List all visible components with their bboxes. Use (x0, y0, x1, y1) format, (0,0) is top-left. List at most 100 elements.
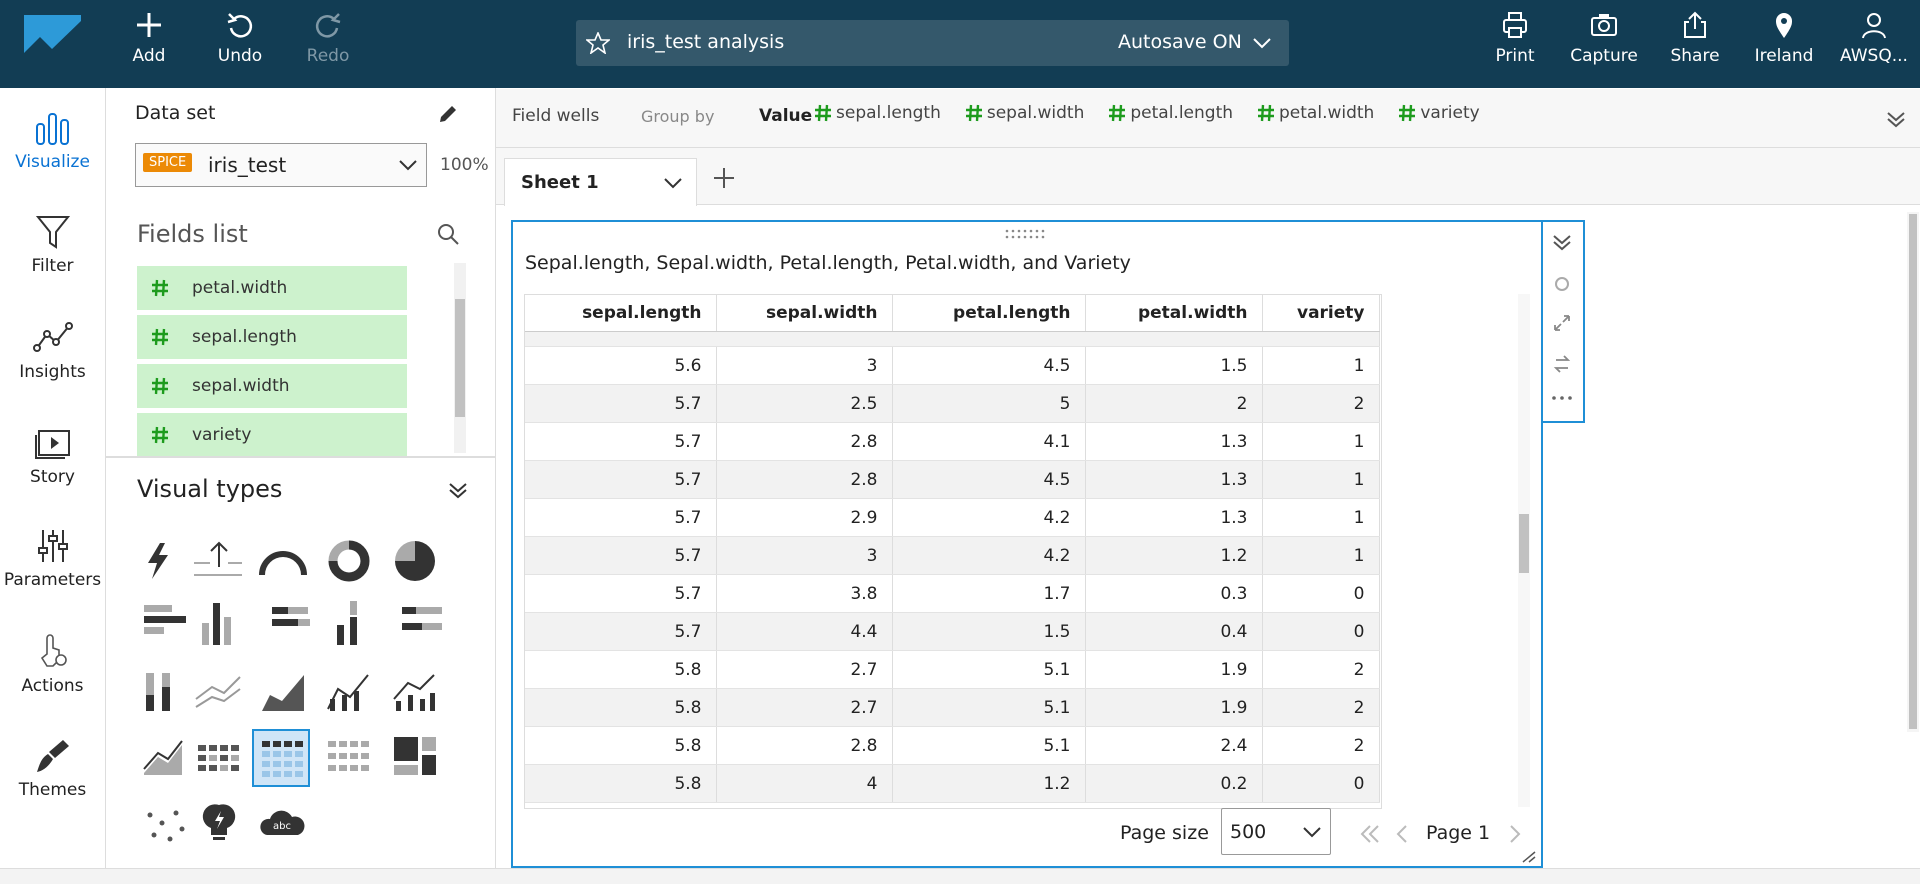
group-by-label[interactable]: Group by (641, 107, 715, 126)
undo-button[interactable]: Undo (195, 10, 285, 66)
column-header[interactable]: variety (1262, 295, 1380, 332)
table-row: 5.8 2.7 5.1 1.9 2 (525, 650, 1380, 689)
visual-title: Sepal.length, Sepal.width, Petal.length,… (525, 252, 1131, 274)
fields-list: petal.width sepal.length sepal.width variet… (106, 266, 495, 458)
share-button[interactable]: Share (1650, 10, 1740, 66)
nav-visualize[interactable]: Visualize (0, 110, 105, 172)
sheet-tab[interactable]: Sheet 1 (504, 158, 697, 206)
number-icon (152, 328, 168, 346)
well-item[interactable]: sepal.width (965, 103, 1084, 123)
page-indicator: Page 1 (1426, 822, 1491, 844)
field-item[interactable]: sepal.length (137, 315, 407, 360)
well-item[interactable]: petal.length (1108, 103, 1233, 123)
page-scrollbar[interactable] (1907, 212, 1919, 732)
scroll-thumb[interactable] (1909, 214, 1917, 729)
region-button[interactable]: Ireland (1739, 10, 1829, 66)
cell: 5.7 (525, 422, 717, 461)
nav-themes[interactable]: Themes (0, 738, 105, 800)
cell: 2.7 (716, 650, 893, 689)
chevron (1253, 38, 1271, 49)
field-item[interactable]: variety (137, 413, 407, 458)
visual-type-grid[interactable]: abc (132, 523, 472, 863)
table-row: 5.7 3 4.2 1.2 1 (525, 536, 1380, 575)
page-size-select[interactable]: 500 (1221, 808, 1331, 855)
scroll-thumb[interactable] (1519, 514, 1529, 573)
visual-menu (1543, 220, 1585, 423)
cell: 3 (716, 536, 893, 575)
scrollbar[interactable] (454, 263, 466, 453)
table-row: 5.7 3.8 1.7 0.3 0 (525, 574, 1380, 613)
nav-filter[interactable]: Filter (0, 214, 105, 276)
cell: 5.8 (525, 688, 717, 727)
analysis-name[interactable]: iris_test analysis (627, 31, 785, 53)
nav-actions[interactable]: Actions (0, 634, 105, 696)
edit-dataset[interactable] (436, 102, 460, 126)
cell: 4.5 (892, 460, 1086, 499)
field-name: sepal.length (192, 327, 297, 347)
column-header[interactable]: sepal.length (525, 295, 717, 332)
nav-parameters[interactable]: Parameters (0, 528, 105, 590)
dataset-label: Data set (135, 102, 216, 124)
dataset-select[interactable]: SPICE iris_test (135, 143, 427, 187)
analysis-name-box[interactable]: iris_test analysis Autosave ON (576, 20, 1289, 66)
nav-insights[interactable]: Insights (0, 320, 105, 382)
redo-button[interactable]: Redo (283, 10, 373, 66)
prev-buttons[interactable] (1358, 822, 1418, 846)
column-header[interactable]: sepal.width (716, 295, 893, 332)
nav-story[interactable]: Story (0, 425, 105, 487)
cell: 0.4 (1085, 612, 1263, 651)
table-scrollbar[interactable] (1518, 294, 1530, 807)
column-header[interactable]: petal.width (1085, 295, 1263, 332)
next-button[interactable] (1505, 822, 1525, 846)
cell: 1 (1262, 346, 1380, 385)
cell: 2 (1262, 726, 1380, 765)
scroll-thumb[interactable] (455, 299, 465, 417)
header-row: sepal.length sepal.width petal.length petal… (525, 295, 1380, 332)
svg-text:abc: abc (273, 821, 291, 832)
table-visual[interactable]: Sepal.length, Sepal.width, Petal.length,… (511, 220, 1543, 868)
capture-button[interactable]: Capture (1559, 10, 1649, 66)
well-field: petal.length (1130, 103, 1234, 123)
cell: 1.2 (1085, 536, 1263, 575)
well-item[interactable]: sepal.length (814, 103, 941, 123)
label: Print (1495, 46, 1535, 66)
autosave-toggle[interactable]: Autosave ON (1118, 31, 1242, 53)
field-item[interactable]: petal.width (137, 266, 407, 311)
cell: 1 (1262, 498, 1380, 537)
cell: 5.7 (525, 574, 717, 613)
user-button[interactable]: AWSQ... (1829, 10, 1919, 66)
print-button[interactable]: Print (1470, 10, 1560, 66)
number-icon (1399, 104, 1416, 122)
resize-handle[interactable] (1521, 850, 1537, 864)
star-icon[interactable] (586, 32, 610, 54)
table-row: 5.7 2.9 4.2 1.3 1 (525, 498, 1380, 537)
cell: 5.1 (892, 688, 1086, 727)
cell: 4.2 (892, 498, 1086, 537)
well-item[interactable]: variety (1398, 103, 1480, 123)
label: Undo (217, 46, 263, 66)
field-item[interactable]: sepal.width (137, 364, 407, 409)
collapse[interactable] (446, 478, 470, 502)
search-fields[interactable] (436, 222, 460, 246)
cell: 4.4 (716, 612, 893, 651)
number-icon (152, 279, 168, 297)
table-row: 5.7 2.5 5 2 2 (525, 384, 1380, 423)
table-row: 5.8 2.8 5.1 2.4 2 (525, 726, 1380, 765)
logo[interactable] (24, 15, 81, 69)
label: Themes (18, 780, 87, 800)
add-button[interactable]: Add (104, 10, 194, 66)
dataset-name: iris_test (208, 153, 287, 177)
expand-wells[interactable] (1884, 107, 1908, 131)
cell: 5.6 (525, 346, 717, 385)
column-header[interactable]: petal.length (892, 295, 1086, 332)
field-wells[interactable]: Field wells Group by Value sepal.length s… (496, 89, 1920, 148)
cell: 5.8 (525, 650, 717, 689)
drag-handle[interactable] (1003, 228, 1051, 240)
label: Redo (306, 46, 350, 66)
visual-menu-icons[interactable] (1550, 230, 1574, 400)
cell: 5.8 (525, 764, 717, 803)
add-sheet[interactable] (712, 166, 736, 190)
well-item[interactable]: petal.width (1257, 103, 1374, 123)
field-name: petal.width (192, 278, 288, 298)
